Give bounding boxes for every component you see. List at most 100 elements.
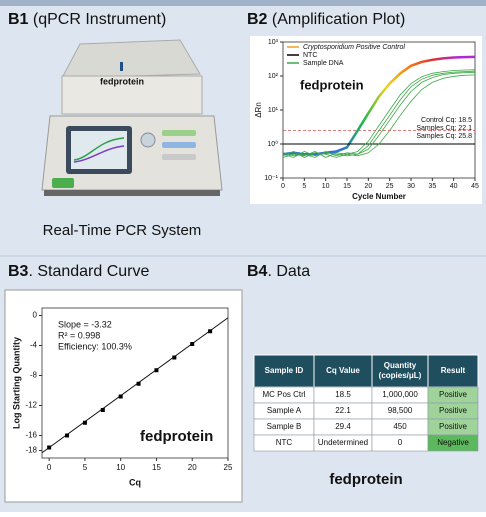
point (136, 381, 141, 386)
x-tick-label: 5 (302, 183, 306, 190)
plot-area (41, 307, 229, 459)
y-tick-label: 10³ (268, 39, 279, 46)
button (162, 130, 196, 136)
point (172, 355, 177, 360)
sample-curve (282, 72, 476, 158)
panel-text: . Data (267, 263, 310, 280)
cell-text: Positive (439, 422, 468, 431)
header-text: Cq Value (326, 366, 360, 375)
x-axis-label: Cycle Number (352, 192, 406, 201)
y-tick-label: 0 (33, 311, 38, 320)
screen-curve (73, 145, 125, 163)
panel-text: . Standard Curve (28, 263, 149, 280)
caption: Real-Time PCR System (43, 222, 202, 239)
y-tick-label: 10⁻¹ (264, 175, 278, 182)
x-tick-label: 30 (407, 183, 415, 190)
plot-panel (4, 289, 243, 503)
y-axis-label: Log Starting Quantity (11, 337, 21, 429)
x-tick-label: 25 (224, 463, 233, 472)
header-cell (253, 354, 315, 388)
screen-curve (73, 137, 125, 161)
legend-label: NTC (303, 52, 317, 59)
x-tick-label: 25 (386, 183, 394, 190)
point (154, 368, 159, 373)
y-tick-label: -12 (25, 401, 37, 410)
x-tick-label: 5 (83, 463, 88, 472)
upper-body (61, 75, 203, 115)
sample-curve (282, 74, 476, 158)
point (82, 420, 87, 425)
panel-text: (qPCR Instrument) (28, 11, 166, 28)
instrument: fedprotein (41, 39, 223, 196)
annotation: Efficiency: 100.3% (58, 341, 132, 351)
panel-title: B1 (qPCR Instrument) (8, 11, 166, 28)
button (162, 154, 196, 160)
legend-label: Cryptosporidium Positive Control (303, 44, 405, 51)
panel-label: B4 (247, 263, 268, 280)
brand: fedprotein (100, 76, 144, 86)
y-tick-label: -18 (25, 446, 37, 455)
button (140, 132, 156, 148)
y-axis-label: ΔRn (254, 102, 263, 118)
cell-text: Sample B (267, 422, 302, 431)
button (52, 178, 74, 188)
x-tick-label: 35 (428, 183, 436, 190)
sample-curve (282, 70, 476, 158)
annotation: Control Cq: 18.5 (421, 117, 472, 124)
cell-text: Positive (439, 406, 468, 415)
annotation: Slope = -3.32 (58, 319, 112, 329)
screen (71, 131, 127, 169)
cell (427, 434, 479, 452)
top-strip (0, 0, 486, 6)
cell-text: Positive (439, 390, 468, 399)
lid (61, 39, 201, 79)
x-tick-label: 20 (364, 183, 372, 190)
x-tick-label: 45 (471, 183, 479, 190)
y-tick-label: -16 (25, 431, 37, 440)
cell-text: Negative (437, 438, 469, 447)
x-tick-label: 40 (450, 183, 458, 190)
y-tick-label: 10¹ (268, 107, 279, 114)
x-tick-label: 0 (47, 463, 52, 472)
header-text: Sample ID (265, 366, 304, 375)
panel-label: B2 (247, 11, 268, 28)
cell-text: Sample A (267, 406, 302, 415)
x-tick-label: 10 (322, 183, 330, 190)
y-tick-label: 10² (268, 73, 279, 80)
cell-text: 1,000,000 (382, 390, 418, 399)
panel-title: B3. Standard Curve (8, 263, 150, 280)
watermark: fedprotein (140, 428, 213, 445)
point (118, 394, 123, 399)
cell-text: NTC (276, 438, 293, 447)
cell-text: MC Pos Ctrl (262, 390, 305, 399)
annotation: Samples Cq: 22.1 (416, 125, 472, 132)
point (65, 433, 70, 438)
y-tick-label: -8 (30, 371, 38, 380)
panel-title: B4. Data (247, 263, 310, 280)
cell-text: 450 (393, 422, 407, 431)
cell-text: Undetermined (318, 438, 368, 447)
cell-text: 22.1 (335, 406, 351, 415)
x-tick-label: 15 (343, 183, 351, 190)
header-cell (427, 354, 479, 388)
x-tick-label: 0 (281, 183, 285, 190)
sample-curve (282, 69, 476, 158)
cell-text: 29.4 (335, 422, 351, 431)
cell-text: 0 (398, 438, 403, 447)
cell-text: 98,500 (388, 406, 413, 415)
watermark: fedprotein (300, 77, 364, 92)
logo (120, 62, 123, 71)
panel-title: B2 (Amplification Plot) (247, 11, 405, 28)
foot (44, 190, 220, 196)
x-axis-label: Cq (129, 477, 141, 487)
panel-label: B3 (8, 263, 29, 280)
x-tick-label: 10 (116, 463, 125, 472)
header-text: Result (441, 366, 466, 375)
cell-text: 18.5 (335, 390, 351, 399)
plot-panel (250, 36, 482, 204)
table: Sample ID Cq Value Quantity (copies/μL) Resu… (253, 354, 479, 452)
point (100, 408, 105, 412)
y-tick-label: -4 (30, 341, 38, 350)
point (47, 445, 52, 450)
series-line (282, 55, 476, 156)
